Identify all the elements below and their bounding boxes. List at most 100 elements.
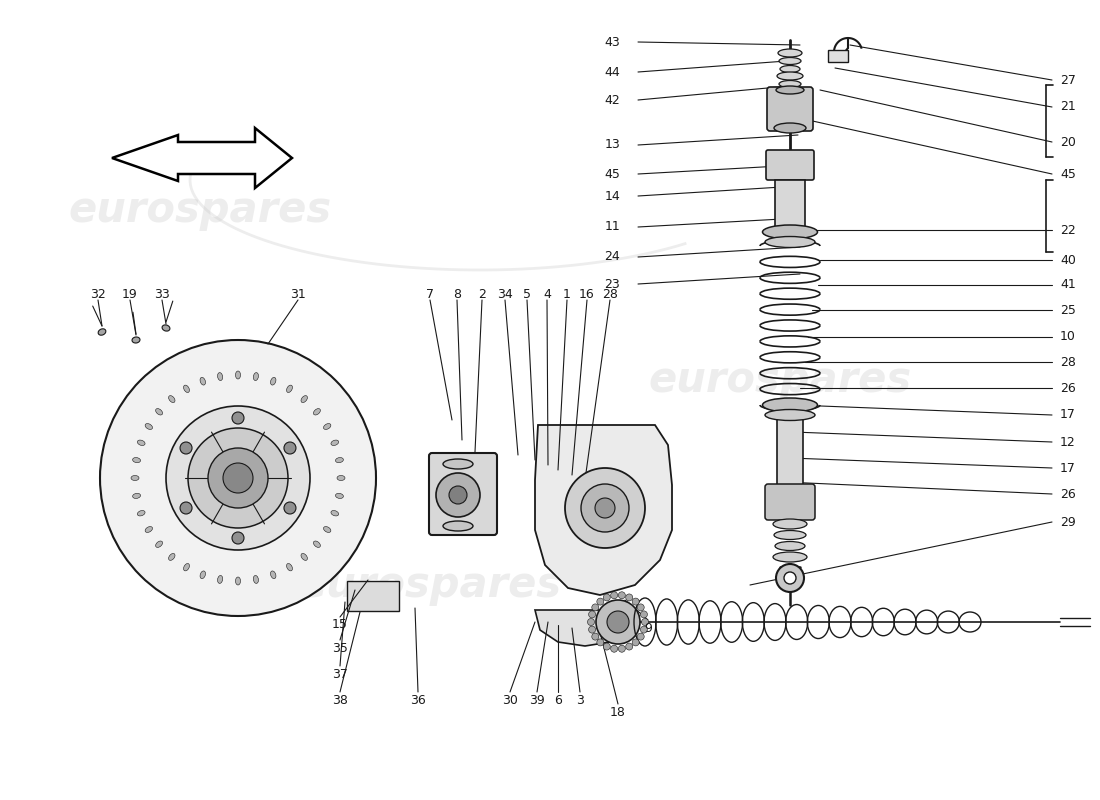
Text: 6: 6: [554, 694, 562, 706]
Circle shape: [637, 604, 645, 611]
Ellipse shape: [776, 542, 805, 550]
FancyBboxPatch shape: [346, 581, 399, 611]
Circle shape: [232, 532, 244, 544]
Text: 34: 34: [497, 287, 513, 301]
Text: 5: 5: [522, 287, 531, 301]
Text: 11: 11: [604, 221, 620, 234]
Ellipse shape: [776, 86, 804, 94]
Ellipse shape: [98, 329, 106, 335]
Text: 28: 28: [1060, 355, 1076, 369]
Text: 39: 39: [529, 694, 544, 706]
Text: 3: 3: [576, 694, 584, 706]
Ellipse shape: [336, 494, 343, 498]
Circle shape: [180, 442, 192, 454]
Text: 20: 20: [1060, 135, 1076, 149]
Ellipse shape: [145, 423, 153, 430]
Ellipse shape: [184, 385, 189, 393]
FancyBboxPatch shape: [767, 87, 813, 131]
Circle shape: [180, 502, 192, 514]
Text: 9: 9: [645, 622, 652, 634]
Text: 17: 17: [1060, 462, 1076, 474]
Ellipse shape: [155, 409, 163, 415]
Circle shape: [581, 484, 629, 532]
Text: 45: 45: [1060, 167, 1076, 181]
Ellipse shape: [314, 409, 320, 415]
Ellipse shape: [773, 519, 807, 529]
Ellipse shape: [301, 554, 307, 560]
Text: 38: 38: [332, 694, 348, 706]
Ellipse shape: [777, 72, 803, 80]
Text: 19: 19: [122, 287, 138, 301]
Circle shape: [637, 633, 645, 640]
Circle shape: [626, 594, 632, 601]
Text: 40: 40: [1060, 254, 1076, 266]
Text: 1: 1: [563, 287, 571, 301]
Ellipse shape: [287, 563, 293, 571]
Text: 45: 45: [604, 167, 620, 181]
Text: 4: 4: [543, 287, 551, 301]
Text: 35: 35: [332, 642, 348, 654]
Circle shape: [607, 611, 629, 633]
Ellipse shape: [314, 541, 320, 547]
Ellipse shape: [184, 563, 189, 571]
Ellipse shape: [235, 371, 241, 379]
Ellipse shape: [301, 396, 307, 402]
Text: 8: 8: [453, 287, 461, 301]
Text: 22: 22: [1060, 223, 1076, 237]
Circle shape: [284, 442, 296, 454]
FancyBboxPatch shape: [776, 180, 805, 230]
FancyBboxPatch shape: [429, 453, 497, 535]
Circle shape: [588, 626, 595, 633]
Ellipse shape: [331, 440, 339, 446]
Text: 12: 12: [1060, 435, 1076, 449]
Circle shape: [208, 448, 268, 508]
Text: 43: 43: [604, 35, 620, 49]
Circle shape: [232, 412, 244, 424]
Ellipse shape: [331, 510, 339, 516]
Circle shape: [188, 428, 288, 528]
Ellipse shape: [218, 373, 222, 381]
Text: eurospares: eurospares: [648, 359, 912, 401]
Circle shape: [592, 633, 598, 640]
FancyBboxPatch shape: [777, 417, 803, 485]
Circle shape: [284, 502, 296, 514]
Polygon shape: [535, 425, 672, 595]
Text: 42: 42: [604, 94, 620, 106]
FancyBboxPatch shape: [764, 484, 815, 520]
FancyBboxPatch shape: [766, 150, 814, 180]
Ellipse shape: [200, 378, 206, 385]
Ellipse shape: [337, 475, 345, 481]
Ellipse shape: [774, 530, 806, 539]
Text: 26: 26: [1060, 382, 1076, 394]
Circle shape: [776, 564, 804, 592]
Circle shape: [784, 572, 796, 584]
Polygon shape: [535, 610, 628, 646]
Ellipse shape: [168, 554, 175, 560]
Ellipse shape: [162, 325, 169, 331]
Ellipse shape: [271, 378, 276, 385]
Ellipse shape: [138, 440, 145, 446]
Ellipse shape: [138, 510, 145, 516]
Ellipse shape: [132, 337, 140, 343]
Text: eurospares: eurospares: [68, 189, 331, 231]
Text: 37: 37: [332, 667, 348, 681]
Text: 16: 16: [579, 287, 595, 301]
Text: 17: 17: [1060, 409, 1076, 422]
Ellipse shape: [764, 410, 815, 421]
Text: 27: 27: [1060, 74, 1076, 86]
Text: 10: 10: [1060, 330, 1076, 343]
Ellipse shape: [336, 458, 343, 462]
Circle shape: [596, 600, 640, 644]
Circle shape: [100, 340, 376, 616]
Text: 21: 21: [1060, 101, 1076, 114]
Ellipse shape: [323, 526, 331, 533]
Ellipse shape: [443, 521, 473, 531]
Text: 15: 15: [332, 618, 348, 631]
Circle shape: [597, 639, 604, 646]
Ellipse shape: [764, 237, 815, 247]
Circle shape: [640, 611, 648, 618]
Circle shape: [603, 594, 611, 601]
Ellipse shape: [218, 575, 222, 583]
Text: 18: 18: [610, 706, 626, 718]
Circle shape: [632, 598, 639, 605]
